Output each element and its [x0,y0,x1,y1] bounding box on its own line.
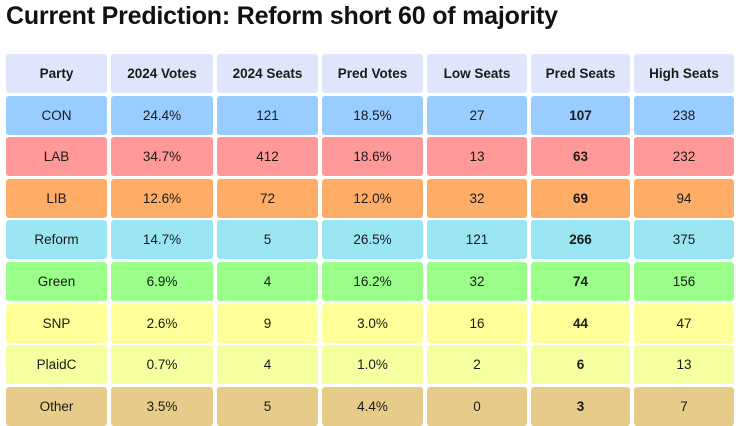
cell-low-seats: 0 [427,387,527,426]
cell-2024-seats: 5 [217,387,318,426]
page-title: Current Prediction: Reform short 60 of m… [6,2,558,30]
cell-pred-seats: 266 [531,220,630,259]
cell-2024-votes: 3.5% [111,387,213,426]
cell-pred-seats: 69 [531,179,630,218]
cell-2024-votes: 2.6% [111,304,213,343]
header-2024-votes: 2024 Votes [111,54,213,93]
header-pred-seats: Pred Seats [531,54,630,93]
cell-party: CON [6,96,107,135]
cell-party: Reform [6,220,107,259]
cell-pred-votes: 1.0% [322,345,423,384]
cell-pred-seats: 44 [531,304,630,343]
cell-2024-seats: 121 [217,96,318,135]
cell-2024-seats: 72 [217,179,318,218]
cell-low-seats: 16 [427,304,527,343]
cell-2024-votes: 12.6% [111,179,213,218]
cell-2024-seats: 4 [217,262,318,301]
cell-low-seats: 2 [427,345,527,384]
cell-party: Green [6,262,107,301]
cell-pred-seats: 74 [531,262,630,301]
cell-low-seats: 32 [427,179,527,218]
cell-party: LIB [6,179,107,218]
cell-low-seats: 121 [427,220,527,259]
cell-high-seats: 94 [634,179,734,218]
cell-pred-seats: 63 [531,137,630,176]
cell-high-seats: 7 [634,387,734,426]
cell-pred-seats: 107 [531,96,630,135]
cell-low-seats: 32 [427,262,527,301]
cell-high-seats: 156 [634,262,734,301]
cell-2024-votes: 0.7% [111,345,213,384]
cell-2024-votes: 34.7% [111,137,213,176]
cell-2024-seats: 5 [217,220,318,259]
header-party: Party [6,54,107,93]
cell-pred-seats: 6 [531,345,630,384]
header-2024-seats: 2024 Seats [217,54,318,93]
cell-pred-votes: 3.0% [322,304,423,343]
cell-2024-votes: 24.4% [111,96,213,135]
cell-high-seats: 47 [634,304,734,343]
cell-low-seats: 13 [427,137,527,176]
cell-pred-votes: 26.5% [322,220,423,259]
cell-2024-seats: 412 [217,137,318,176]
cell-high-seats: 13 [634,345,734,384]
cell-2024-seats: 9 [217,304,318,343]
cell-pred-votes: 12.0% [322,179,423,218]
cell-low-seats: 27 [427,96,527,135]
cell-party: LAB [6,137,107,176]
cell-high-seats: 375 [634,220,734,259]
header-high-seats: High Seats [634,54,734,93]
cell-pred-votes: 18.6% [322,137,423,176]
cell-party: SNP [6,304,107,343]
cell-pred-votes: 16.2% [322,262,423,301]
cell-pred-votes: 18.5% [322,96,423,135]
cell-party: PlaidC [6,345,107,384]
header-pred-votes: Pred Votes [322,54,423,93]
cell-2024-votes: 14.7% [111,220,213,259]
cell-pred-votes: 4.4% [322,387,423,426]
cell-2024-votes: 6.9% [111,262,213,301]
header-low-seats: Low Seats [427,54,527,93]
cell-2024-seats: 4 [217,345,318,384]
cell-pred-seats: 3 [531,387,630,426]
cell-party: Other [6,387,107,426]
cell-high-seats: 232 [634,137,734,176]
cell-high-seats: 238 [634,96,734,135]
